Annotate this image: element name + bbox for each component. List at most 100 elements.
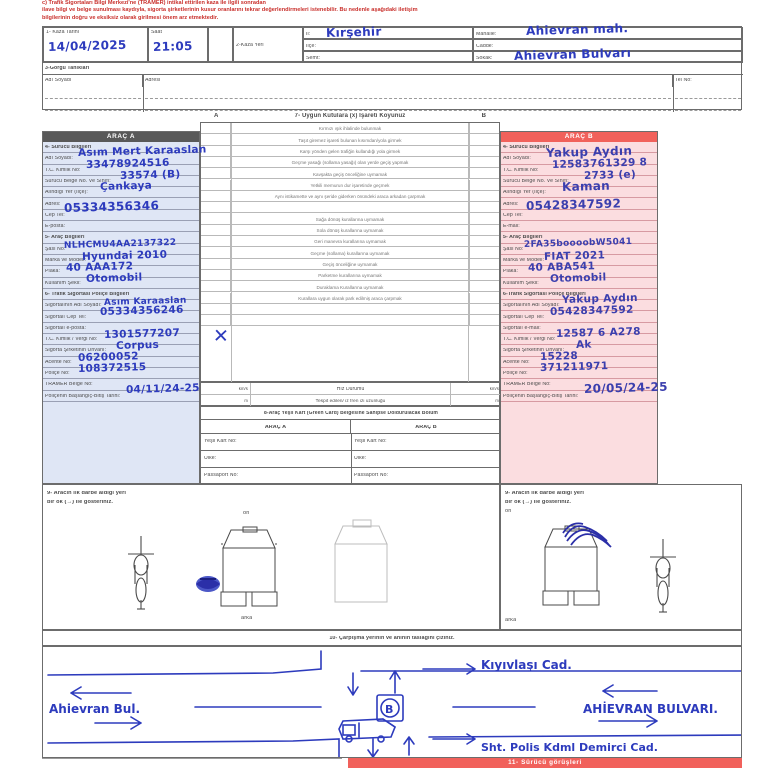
veh-a-vehicle-make-row[interactable]: Marka ve Modeli: — [43, 255, 199, 267]
veh-a-driver-name-row[interactable]: Adı Soyadı: — [43, 153, 199, 165]
greencard-a-field-1[interactable]: Ülke: — [201, 451, 351, 468]
veh-b-ins-policy-row[interactable]: Poliçe No: — [501, 368, 657, 380]
veh-b-ins-holder-email-row[interactable]: Sigortalı e-mail: — [501, 323, 657, 335]
veh-b-ins-holder-tc-row[interactable]: T.C. Kimlik / Vergi No: — [501, 334, 657, 346]
veh-b-driver-address-row[interactable]: Adres: — [501, 199, 657, 210]
sketch-canvas[interactable]: Kıyıvlaşı Cad. Ahievran Bul. AHİEVRAN BU… — [42, 646, 742, 758]
witness-row-2-address[interactable] — [145, 99, 671, 111]
checklist-checkbox-b-10[interactable] — [469, 236, 499, 247]
checklist-checkbox-b-5[interactable] — [469, 179, 499, 190]
checklist-checkbox-b-1[interactable] — [469, 134, 499, 145]
veh-b-ins-agency-row[interactable]: Acente No: — [501, 357, 657, 368]
veh-b-vehicle-make-row[interactable]: Marka ve Modeli: — [501, 255, 657, 267]
veh-b-driver-tc-row[interactable]: T.C. Kimlik No: — [501, 165, 657, 176]
checklist-checkbox-a-16[interactable] — [201, 303, 231, 315]
checklist-checkbox-b-6[interactable] — [469, 190, 499, 202]
checklist-checkbox-a-17[interactable] — [201, 315, 231, 326]
veh-b-vehicle-usage-row[interactable]: Kullanım Şekli: — [501, 278, 657, 289]
speed-b-cell[interactable]: km/s — [451, 383, 501, 395]
checklist-checkbox-a-8[interactable] — [201, 213, 231, 224]
veh-a-ins-holder-mobile-row[interactable]: Sigortalı Cep Tel: — [43, 312, 199, 323]
accident-meta-spacer — [208, 27, 233, 63]
veh-b-driver-email-row[interactable]: E-mail: — [501, 221, 657, 233]
veh-a-vehicle-chassis-row[interactable]: Şasi No: — [43, 244, 199, 255]
veh-a-ins-period-row[interactable]: Poliçenin Başlangıç-Bitiş Tarihi: — [43, 391, 199, 402]
veh-a-vehicle-plate-row[interactable]: Plaka: — [43, 266, 199, 278]
veh-b-ins-company-row[interactable]: Sigorta Şirketinin Unvanı: — [501, 345, 657, 357]
checklist-checkbox-a-10[interactable] — [201, 236, 231, 247]
speed-a-cell[interactable]: km/s — [201, 383, 251, 395]
veh-a-driver-email-row[interactable]: E-posta: — [43, 221, 199, 233]
checklist-checkbox-b-0[interactable] — [469, 123, 499, 134]
checklist-checkbox-a-12[interactable] — [201, 258, 231, 269]
checklist-checkbox-a-4[interactable] — [201, 168, 231, 179]
greencard-b-field-0[interactable]: Yeşil Kart No: — [351, 434, 501, 451]
checklist-checkbox-b-13[interactable] — [469, 269, 499, 281]
checklist-checkbox-a-5[interactable] — [201, 179, 231, 190]
witness-row-1-phone[interactable] — [675, 87, 741, 99]
veh-b-driver-mobile-row[interactable]: Cep Tel: — [501, 210, 657, 222]
veh-a-driver-mobile-row[interactable]: Cep Tel: — [43, 210, 199, 222]
veh-a-ins-policy-row[interactable]: Poliçe No: — [43, 368, 199, 380]
checklist-checkbox-a-15[interactable] — [201, 292, 231, 303]
greencard-b-field-2[interactable]: Passaport No: — [351, 468, 501, 485]
checklist-checkbox-b-15[interactable] — [469, 292, 499, 303]
veh-b-driver-license-row[interactable]: Sürücü Belge No. Ve Sınıfı: — [501, 176, 657, 188]
checklist-checkbox-a-7[interactable] — [201, 202, 231, 213]
checklist-checkbox-b-16[interactable] — [469, 303, 499, 315]
greencard-b-field-1[interactable]: Ülke: — [351, 451, 501, 468]
checklist-checkbox-b-4[interactable] — [469, 168, 499, 179]
checklist-checkbox-b-2[interactable] — [469, 145, 499, 156]
veh-a-ins-holder-tc-row[interactable]: T.C. Kimlik / Vergi No: — [43, 334, 199, 346]
greencard-a-field-2[interactable]: Passaport No: — [201, 468, 351, 485]
checklist-checkbox-a-11[interactable] — [201, 247, 231, 258]
accident-district-cell[interactable]: İlçe: — [303, 39, 473, 51]
veh-a-driver-address-row[interactable]: Adres: — [43, 199, 199, 210]
veh-a-ins-holder-email-row[interactable]: Sigortalı e-posta: — [43, 323, 199, 335]
witness-row-2-name[interactable] — [45, 99, 141, 111]
veh-b-vehicle-chassis-row[interactable]: Şasi No: — [501, 244, 657, 255]
checklist-checkbox-a-1[interactable] — [201, 134, 231, 145]
veh-b-driver-issued-row[interactable]: Alındığı Yer (İlçe): — [501, 187, 657, 199]
brake-a-cell[interactable]: m — [201, 395, 251, 407]
accident-date-cell[interactable]: 1- Kaza Tarihi 14/04/2025 — [43, 27, 148, 63]
veh-b-ins-holder-row[interactable]: Sigortalının Adı Soyadı: — [501, 300, 657, 312]
witness-row-1-name[interactable] — [45, 87, 141, 99]
checklist-checkbox-b-17[interactable] — [469, 315, 499, 326]
veh-b-ins-tramer-row[interactable]: TRAMER Belge No: — [501, 379, 657, 391]
veh-b-driver-name-row[interactable]: Adı Soyadı: — [501, 153, 657, 165]
checklist-checkbox-b-3[interactable] — [469, 156, 499, 168]
veh-b-vehicle-plate-row[interactable]: Plaka: — [501, 266, 657, 278]
checklist-checkbox-a-6[interactable] — [201, 190, 231, 202]
checklist-checkbox-b-9[interactable] — [469, 224, 499, 235]
veh-a-driver-issued-row[interactable]: Alındığı Yer (İlçe): — [43, 187, 199, 199]
accident-cadde-cell[interactable]: Cadde: — [473, 39, 743, 51]
checklist-checkbox-a-14[interactable] — [201, 281, 231, 292]
veh-a-ins-tramer-row[interactable]: TRAMER Belge No: — [43, 379, 199, 391]
veh-b-ins-period-row[interactable]: Poliçenin Başlangıç-Bitiş Tarihi: — [501, 391, 657, 402]
brake-b-cell[interactable]: m — [451, 395, 501, 407]
accident-time-cell[interactable]: Saat 21:05 — [148, 27, 208, 63]
veh-a-ins-agency-row[interactable]: Acente No: — [43, 357, 199, 368]
accident-mahalle-cell[interactable]: Mahalle: Ahievran mah. — [473, 21, 743, 39]
checklist-checkbox-b-8[interactable] — [469, 213, 499, 224]
checklist-checkbox-b-7[interactable] — [469, 202, 499, 213]
veh-a-driver-tc-row[interactable]: T.C. Kimlik No: — [43, 165, 199, 176]
witness-row-2-phone[interactable] — [675, 99, 741, 111]
checklist-checkbox-a-13[interactable] — [201, 269, 231, 281]
checklist-checkbox-a-9[interactable] — [201, 224, 231, 235]
checklist-checkbox-a-2[interactable] — [201, 145, 231, 156]
checklist-checkbox-a-0[interactable] — [201, 123, 231, 134]
checklist-checkbox-b-12[interactable] — [469, 258, 499, 269]
checklist-checkbox-b-11[interactable] — [469, 247, 499, 258]
veh-a-vehicle-usage-row[interactable]: Kullanım Şekli: — [43, 278, 199, 289]
greencard-a-field-0[interactable]: Yeşil Kart No: — [201, 434, 351, 451]
checklist-checkbox-b-14[interactable] — [469, 281, 499, 292]
witness-row-1-address[interactable] — [145, 87, 671, 99]
accident-province-cell[interactable]: İl: Kırşehir — [303, 24, 473, 40]
veh-a-ins-holder-row[interactable]: Sigortalının Adı Soyadı: — [43, 300, 199, 312]
veh-b-ins-holder-mobile-row[interactable]: Sigortalı Cep Tel: — [501, 312, 657, 323]
veh-a-driver-license-row[interactable]: Sürücü Belge No. Ve Sınıfı: — [43, 176, 199, 188]
checklist-checkbox-a-3[interactable] — [201, 156, 231, 168]
veh-a-ins-company-row[interactable]: Sigorta Şirketinin Unvanı: — [43, 345, 199, 357]
